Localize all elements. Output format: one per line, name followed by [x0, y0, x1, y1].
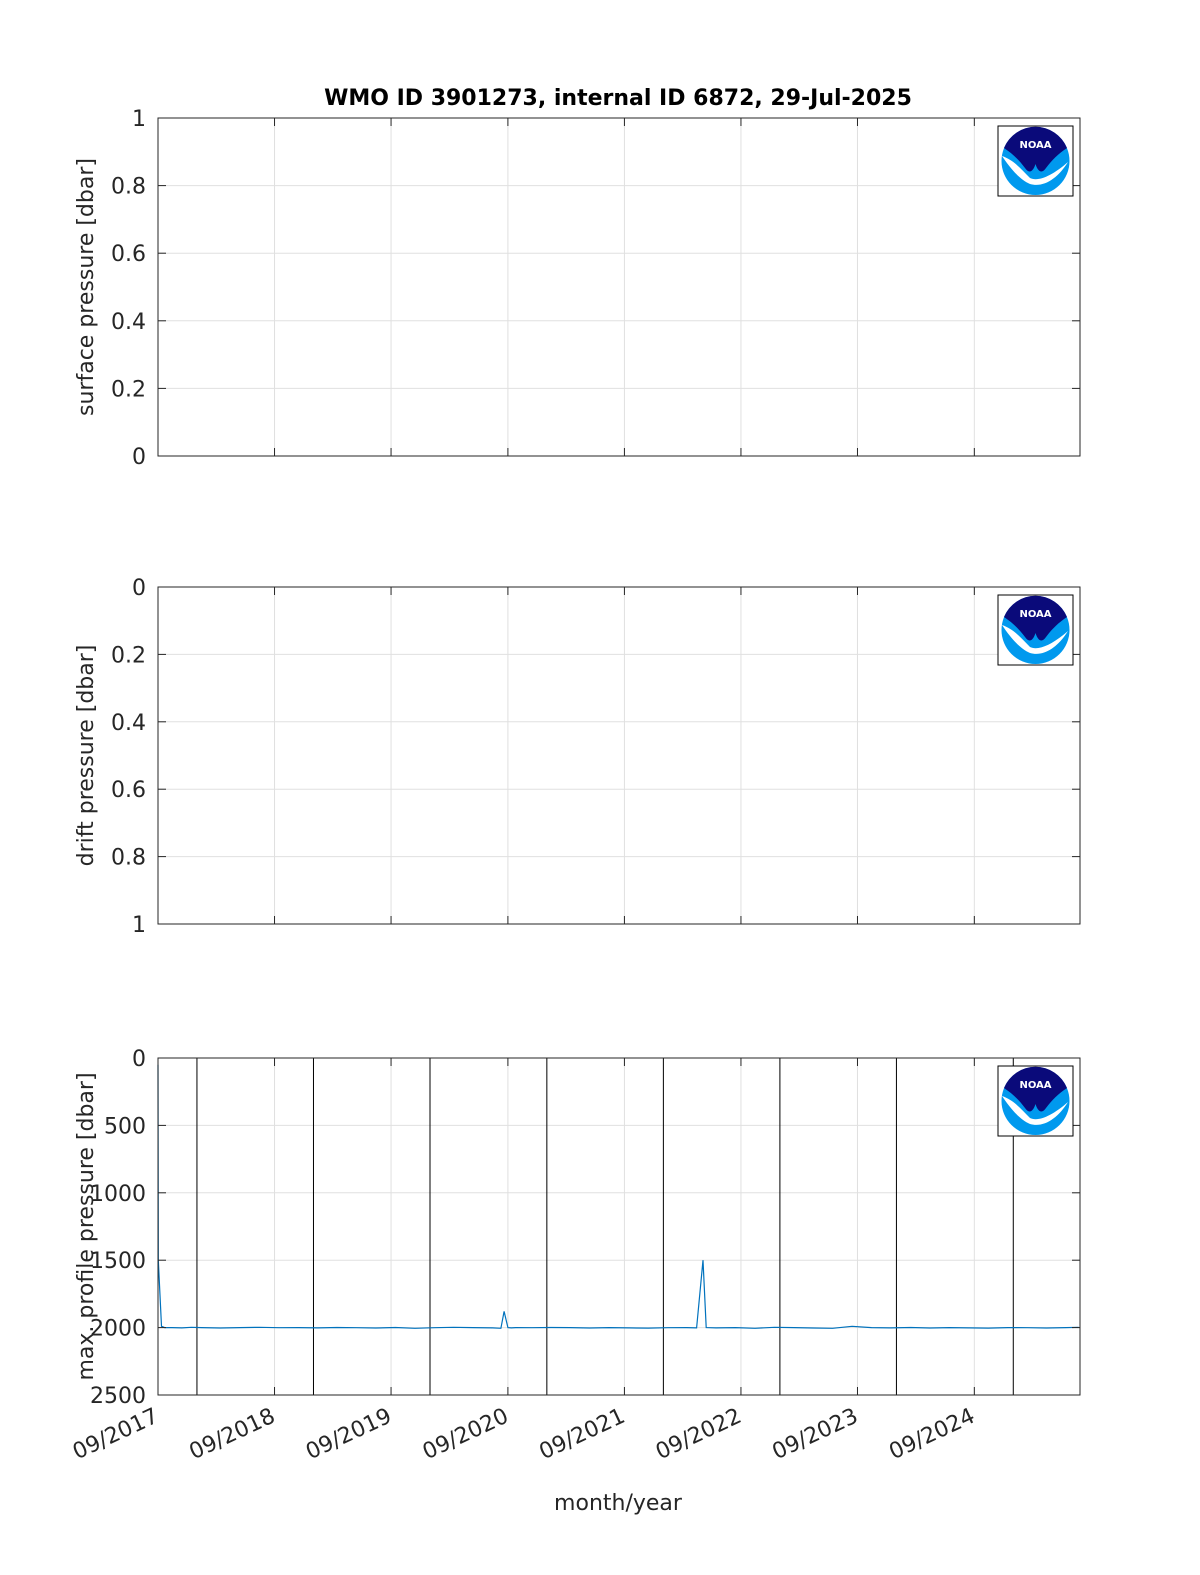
- y-tick-label: 0.4: [111, 310, 146, 335]
- noaa-logo-icon: NOAA: [997, 1065, 1074, 1137]
- y-tick-label: 1: [132, 913, 146, 938]
- y-tick-label: 500: [104, 1114, 146, 1139]
- logo-sky: [1004, 595, 1067, 641]
- y-tick-label: 0: [132, 1047, 146, 1072]
- noaa-logo-icon: NOAA: [997, 125, 1074, 197]
- surface-pressure-panel: 0 0.2 0.4 0.6 0.8 1 surface pressure [dbar] NOA…: [74, 107, 1081, 470]
- logo-sky: [1004, 126, 1067, 172]
- y-tick-label: 0.6: [111, 778, 146, 803]
- y-tick-label: 1: [132, 107, 146, 132]
- logo-text: NOAA: [1019, 140, 1051, 151]
- logo-text: NOAA: [1019, 1080, 1051, 1091]
- figure-title: WMO ID 3901273, internal ID 6872, 29-Jul…: [324, 86, 912, 111]
- y-tick-label: 0.8: [111, 175, 146, 200]
- y-tick-label: 0.6: [111, 242, 146, 267]
- logo-gull: [1002, 1096, 1068, 1125]
- axes-frame: [157, 117, 1081, 457]
- logo-gull: [1002, 625, 1068, 654]
- y-tick-label: 2000: [90, 1317, 146, 1342]
- y-tick-label: 1000: [90, 1182, 146, 1207]
- axes-frame: [157, 586, 1081, 925]
- y-tick-label: 0.8: [111, 846, 146, 871]
- logo-gull: [1002, 156, 1068, 185]
- y-axis-label: max. profile pressure [dbar]: [74, 1072, 99, 1380]
- logo-text: NOAA: [1019, 609, 1051, 620]
- y-tick-label: 0: [132, 445, 146, 470]
- x-tick-label: 09/2024: [885, 1404, 978, 1465]
- y-tick-label: 0.2: [111, 643, 146, 668]
- plot-area: [158, 1058, 1080, 1395]
- max-pressure-series-line: [157, 1064, 1079, 1329]
- x-tick-label: 09/2019: [302, 1404, 395, 1465]
- y-tick-label: 0.2: [111, 377, 146, 402]
- x-tick-label: 09/2020: [419, 1404, 512, 1465]
- axes-frame: [157, 1057, 1081, 1396]
- x-tick-label: 09/2017: [69, 1404, 162, 1465]
- y-tick-label: 2500: [90, 1384, 146, 1409]
- x-axis-label: month/year: [554, 1491, 683, 1516]
- logo-sky: [1004, 1066, 1067, 1112]
- x-tick-label: 09/2021: [536, 1404, 629, 1465]
- drift-pressure-panel: 0 0.2 0.4 0.6 0.8 1 drift pressure [dbar] NOAA: [74, 576, 1081, 938]
- x-tick-label: 09/2022: [652, 1404, 745, 1465]
- plot-area: [158, 587, 1080, 924]
- noaa-logo-icon: NOAA: [997, 594, 1074, 666]
- y-tick-label: 0.4: [111, 711, 146, 736]
- x-tick-label: 09/2023: [769, 1404, 862, 1465]
- x-tick-label: 09/2018: [186, 1404, 279, 1465]
- plot-area: [158, 118, 1080, 456]
- y-tick-label: 1500: [90, 1249, 146, 1274]
- y-tick-label: 0: [132, 576, 146, 601]
- y-axis-label: surface pressure [dbar]: [74, 158, 99, 416]
- y-axis-label: drift pressure [dbar]: [74, 645, 99, 867]
